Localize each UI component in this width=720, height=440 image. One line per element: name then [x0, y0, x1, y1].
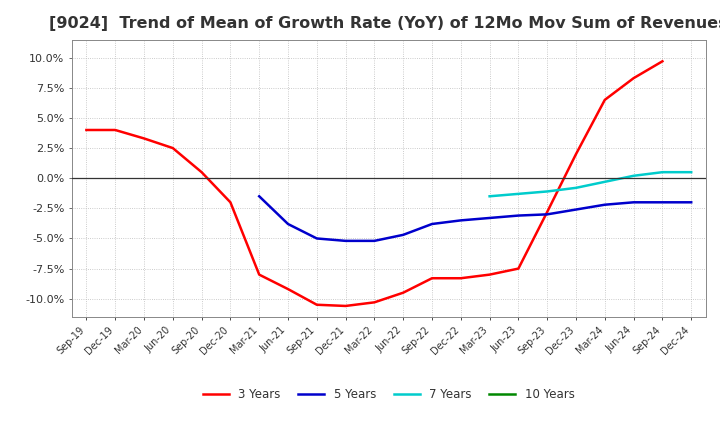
- 5 Years: [370, 238, 379, 243]
- 3 Years: [572, 151, 580, 157]
- 5 Years: [428, 221, 436, 227]
- 3 Years: [428, 275, 436, 281]
- 5 Years: [485, 215, 494, 220]
- 7 Years: [687, 169, 696, 175]
- 3 Years: [168, 146, 177, 151]
- 5 Years: [543, 212, 552, 217]
- 5 Years: [284, 221, 292, 227]
- 5 Years: [312, 236, 321, 241]
- 5 Years: [255, 194, 264, 199]
- 7 Years: [629, 173, 638, 179]
- 5 Years: [514, 213, 523, 218]
- Line: 5 Years: 5 Years: [259, 196, 691, 241]
- 3 Years: [658, 59, 667, 64]
- 7 Years: [658, 169, 667, 175]
- 5 Years: [572, 207, 580, 212]
- 3 Years: [226, 200, 235, 205]
- 5 Years: [456, 218, 465, 223]
- 5 Years: [658, 200, 667, 205]
- 3 Years: [543, 209, 552, 215]
- 3 Years: [629, 76, 638, 81]
- 3 Years: [456, 275, 465, 281]
- 3 Years: [485, 272, 494, 277]
- 5 Years: [341, 238, 350, 243]
- 5 Years: [600, 202, 609, 207]
- 3 Years: [82, 127, 91, 132]
- 7 Years: [543, 189, 552, 194]
- 7 Years: [572, 185, 580, 191]
- Legend: 3 Years, 5 Years, 7 Years, 10 Years: 3 Years, 5 Years, 7 Years, 10 Years: [198, 384, 580, 406]
- 3 Years: [284, 286, 292, 292]
- 3 Years: [140, 136, 148, 141]
- Line: 3 Years: 3 Years: [86, 61, 662, 306]
- 3 Years: [197, 169, 206, 175]
- 3 Years: [341, 303, 350, 308]
- Line: 7 Years: 7 Years: [490, 172, 691, 196]
- 3 Years: [255, 272, 264, 277]
- 7 Years: [485, 194, 494, 199]
- 3 Years: [111, 127, 120, 132]
- Title: [9024]  Trend of Mean of Growth Rate (YoY) of 12Mo Mov Sum of Revenues: [9024] Trend of Mean of Growth Rate (YoY…: [50, 16, 720, 32]
- 3 Years: [312, 302, 321, 308]
- 3 Years: [399, 290, 408, 295]
- 5 Years: [687, 200, 696, 205]
- 7 Years: [514, 191, 523, 197]
- 7 Years: [600, 179, 609, 184]
- 5 Years: [399, 232, 408, 238]
- 5 Years: [629, 200, 638, 205]
- 3 Years: [370, 300, 379, 305]
- 3 Years: [600, 97, 609, 103]
- 3 Years: [514, 266, 523, 271]
